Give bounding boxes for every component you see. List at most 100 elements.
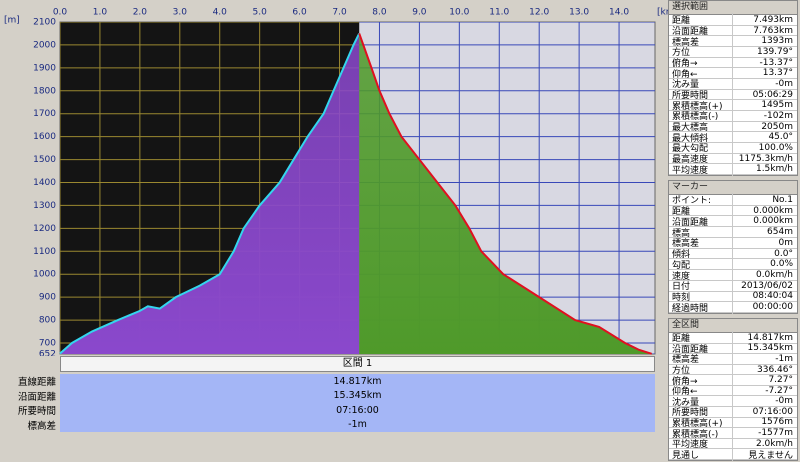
section-table: 直線距離 14.817km 沿面距離 15.345km 所要時間 07:16:00 標高差 -…: [0, 374, 655, 432]
row-label: 見通し: [669, 447, 733, 461]
panel-row: 経過時間 00:00:00: [669, 300, 797, 314]
row-label: 標高差: [669, 352, 733, 366]
panel-row: 標高差 0m: [669, 236, 797, 250]
y-tick-label: 2000: [33, 40, 56, 50]
row-label: 最大標高: [669, 120, 733, 134]
row-value: 7.27°: [768, 375, 793, 386]
x-tick-label: 1.0: [93, 8, 108, 18]
x-tick-label: 6.0: [292, 8, 307, 18]
x-tick-label: 0.0: [53, 8, 68, 18]
panel-row: 最大標高 2050m: [669, 120, 797, 134]
panel-row: 沿面距離 15.345km: [669, 341, 797, 355]
row-value: 0.0km/h: [755, 270, 793, 281]
panel-row: 速度 0.0km/h: [669, 268, 797, 282]
x-tick-label: 14.0: [609, 8, 629, 18]
panel-row: 標高 654m: [669, 225, 797, 239]
row-value: 2050m: [761, 121, 793, 132]
section-header[interactable]: 区間 1: [60, 356, 655, 372]
row-label: 日付: [669, 279, 733, 293]
y-tick-label: 1500: [33, 155, 56, 165]
panel-row: ポイント: No.1: [669, 193, 797, 207]
row-label: 方位: [669, 45, 733, 59]
row-value: 00:00:00: [752, 302, 793, 313]
area: [60, 33, 360, 355]
row-label: 時刻: [669, 289, 733, 303]
info-panel: マーカー ポイント: No.1 距離 0.000km 沿面距離 0.000km 標高 654m 標…: [668, 180, 798, 314]
row-label: 累積標高(+): [669, 98, 733, 112]
panel-row: 傾斜 0.0°: [669, 247, 797, 261]
row-label: 沿面距離: [669, 341, 733, 355]
row-label: 直線距離: [17, 377, 56, 389]
row-value: 139.79°: [757, 46, 793, 57]
row-value: 08:40:04: [752, 291, 793, 302]
y-unit: [m]: [4, 16, 20, 26]
row-value: 見えません: [748, 450, 793, 461]
row-value: 14.817km: [60, 374, 655, 389]
section-row: 沿面距離 15.345km: [0, 388, 655, 403]
row-label: 所要時間: [669, 405, 733, 419]
row-value: 0.0%: [770, 259, 793, 270]
section-row: 標高差 -1m: [0, 417, 655, 432]
row-label: 沿面距離: [669, 214, 733, 228]
row-value: 0.000km: [753, 205, 793, 216]
x-tick-label: 11.0: [489, 8, 509, 18]
row-value: -1m: [775, 353, 793, 364]
panel-row: 累積標高(+) 1495m: [669, 98, 797, 112]
panel-row: 標高差 1393m: [669, 34, 797, 48]
panel-row: 俯角→ 7.27°: [669, 373, 797, 387]
x-tick-label: 12.0: [529, 8, 549, 18]
row-label: 所要時間: [17, 406, 56, 418]
row-value: 336.46°: [757, 364, 793, 375]
y-tick-label: 1300: [33, 201, 56, 211]
y-tick-label: 1700: [33, 109, 56, 119]
panel-row: 勾配 0.0%: [669, 257, 797, 271]
row-label: 平均速度: [669, 437, 733, 451]
row-label: 標高: [669, 225, 733, 239]
x-tick-label: 2.0: [133, 8, 148, 18]
panel-row: 方位 139.79°: [669, 45, 797, 59]
row-value: 2013/06/02: [741, 280, 793, 291]
row-label: 方位: [669, 363, 733, 377]
row-label: 累積標高(+): [669, 415, 733, 429]
row-label: 最大傾斜: [669, 130, 733, 144]
panel-title: 全区間: [669, 319, 797, 333]
panel-row: 距離 14.817km: [669, 331, 797, 345]
row-value: 0.000km: [753, 216, 793, 227]
y-tick-label: 700: [39, 338, 56, 348]
y-tick-label: 800: [39, 316, 56, 326]
row-label: 勾配: [669, 257, 733, 271]
x-tick-label: 13.0: [569, 8, 589, 18]
row-value: 100.0%: [758, 142, 793, 153]
row-value: 1175.3km/h: [738, 153, 793, 164]
panel-row: 沈み量 -0m: [669, 394, 797, 408]
row-label: 標高差: [669, 236, 733, 250]
panel-row: 平均速度 2.0km/h: [669, 437, 797, 451]
x-tick-label: 10.0: [449, 8, 469, 18]
row-value: -0m: [775, 78, 793, 89]
y-tick-label: 1000: [33, 270, 56, 280]
row-value: -0m: [775, 396, 793, 407]
panel-row: 所要時間 05:06:29: [669, 88, 797, 102]
info-panel: 選択範囲 距離 7.493km 沿面距離 7.763km 標高差 1393m 方位 139.79…: [668, 0, 798, 176]
row-value: 2.0km/h: [755, 438, 793, 449]
row-value: 654m: [767, 227, 793, 238]
y-tick-label: 1100: [33, 247, 56, 257]
panel-title: 選択範囲: [669, 1, 797, 15]
row-label: 沿面距離: [17, 391, 56, 403]
profile-chart: [m] [km] 652 700 800 900 1000 1100 1200 1300 140…: [4, 8, 668, 357]
panel-row: 日付 2013/06/02: [669, 279, 797, 293]
row-label: 経過時間: [669, 300, 733, 314]
row-value: 1393m: [761, 36, 793, 47]
row-value: -102m: [763, 110, 793, 121]
row-label: 仰角←: [669, 66, 733, 80]
row-label: 所要時間: [669, 88, 733, 102]
row-label: 標高差: [669, 34, 733, 48]
row-value: -1m: [60, 417, 655, 432]
x-tick-label: 7.0: [332, 8, 347, 18]
row-label: 距離: [669, 13, 733, 27]
row-value: 0.0°: [774, 248, 793, 259]
panel-row: 最高速度 1175.3km/h: [669, 152, 797, 166]
row-value: 45.0°: [768, 132, 793, 143]
panel-row: 仰角← 13.37°: [669, 66, 797, 80]
panel-row: 見通し 見えません: [669, 447, 797, 461]
